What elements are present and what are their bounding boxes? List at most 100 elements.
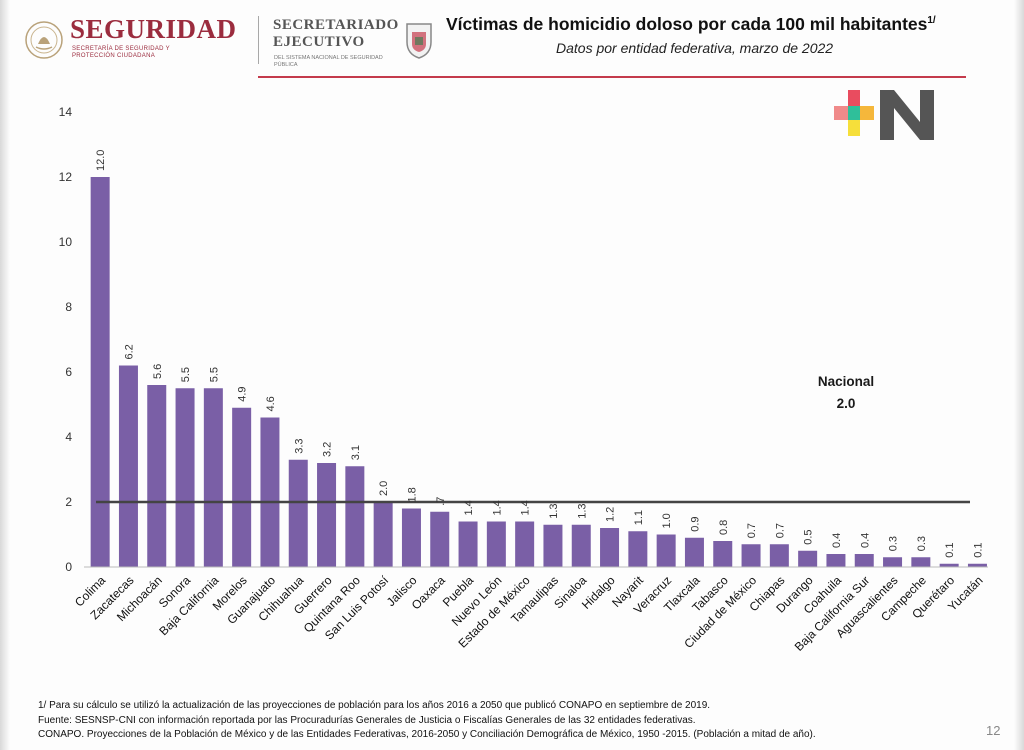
- news-logo-icon: [834, 90, 934, 140]
- y-tick-label: 6: [65, 365, 72, 379]
- bars: [84, 177, 988, 568]
- page-edge-shadow: [1014, 0, 1024, 750]
- footnote-source: Fuente: SESNSP-CNI con información repor…: [38, 715, 696, 726]
- bar-chart: 0 2 4 6 8 10 12 14 12.0 6.2 5.6 5.5 5.5 4.9 4.6 3.3 3.2…: [59, 105, 988, 654]
- data-label: 0.3: [916, 536, 928, 551]
- data-label: 4.9: [237, 386, 249, 401]
- bar: [911, 557, 931, 567]
- national-seal-icon: [25, 21, 63, 59]
- data-label: 1.0: [661, 513, 673, 528]
- bar: [515, 521, 535, 567]
- brand-secretariado-subtitle: DEL SISTEMA NACIONAL DE SEGURIDAD PÚBLIC…: [274, 55, 383, 68]
- data-label: 3.2: [322, 442, 334, 457]
- data-label: 2.0: [378, 481, 390, 496]
- brand-secretariado-line2: EJECUTIVO: [273, 34, 365, 50]
- chart-subtitle: Datos por entidad federativa, marzo de 2…: [556, 40, 834, 56]
- page-edge-shadow: [0, 0, 10, 750]
- chart-title: Víctimas de homicidio doloso por cada 10…: [446, 14, 936, 35]
- bar: [317, 463, 337, 567]
- value-labels: 12.0 6.2 5.6 5.5 5.5 4.9 4.6 3.3 3.2 3.1 2.0 1.8 .7 1…: [95, 150, 984, 558]
- header-rule: [258, 76, 966, 78]
- y-tick-label: 8: [65, 300, 72, 314]
- bar: [741, 544, 761, 567]
- data-label: 1.4: [491, 500, 503, 515]
- bar: [175, 388, 195, 567]
- bar: [90, 177, 110, 567]
- brand-seguridad: SEGURIDAD: [70, 14, 237, 44]
- bar: [203, 388, 223, 567]
- y-tick-label: 0: [65, 560, 72, 574]
- bar: [543, 524, 563, 567]
- data-label: 1.8: [406, 487, 418, 502]
- data-label: 0.4: [859, 533, 871, 548]
- bar: [854, 554, 874, 567]
- bar: [769, 544, 789, 567]
- national-value: 2.0: [836, 396, 856, 411]
- y-tick-label: 4: [65, 430, 72, 444]
- y-tick-label: 12: [59, 170, 73, 184]
- bar: [232, 407, 252, 567]
- chart-title-text: Víctimas de homicidio doloso por cada 10…: [446, 14, 928, 34]
- bar: [967, 563, 987, 567]
- footnote-1: 1/ Para su cálculo se utilizó la actuali…: [38, 700, 711, 711]
- bar: [147, 385, 167, 567]
- shield-icon: [406, 23, 432, 59]
- bar: [458, 521, 478, 567]
- bar: [486, 521, 506, 567]
- bar: [883, 557, 903, 567]
- footnote-conapo: CONAPO. Proyecciones de la Población de …: [38, 729, 816, 740]
- data-label: 1.4: [463, 500, 475, 515]
- bar: [684, 537, 704, 567]
- national-label: Nacional: [817, 374, 875, 389]
- title-footnote-mark: 1/: [927, 15, 936, 27]
- data-label: 1.2: [605, 507, 617, 522]
- data-label: 0.3: [888, 536, 900, 551]
- data-label: 3.3: [293, 438, 305, 453]
- bar: [373, 502, 393, 567]
- brand-secretariado: SECRETARIADO EJECUTIVO: [273, 17, 399, 51]
- data-label: 6.2: [123, 344, 135, 359]
- data-label: 5.5: [180, 367, 192, 382]
- bar: [939, 563, 959, 567]
- header-divider: [258, 16, 259, 64]
- bar: [288, 459, 308, 567]
- data-label: 0.5: [803, 529, 815, 544]
- bar: [345, 466, 365, 567]
- data-label: 0.1: [944, 542, 956, 557]
- y-axis: 0 2 4 6 8 10 12 14: [59, 105, 73, 574]
- data-label: 0.7: [746, 523, 758, 538]
- brand-secretariado-line1: SECRETARIADO: [273, 17, 399, 33]
- bar: [600, 528, 620, 567]
- national-average-callout: Nacional 2.0: [806, 371, 886, 415]
- data-label: 0.9: [689, 516, 701, 531]
- data-label: 1.4: [520, 500, 532, 515]
- data-label: 1.3: [548, 503, 560, 518]
- bar: [798, 550, 818, 567]
- bar: [430, 511, 450, 567]
- data-label: 1.3: [576, 503, 588, 518]
- y-tick-label: 10: [59, 235, 73, 249]
- data-label: 12.0: [95, 150, 107, 171]
- y-tick-label: 2: [65, 495, 72, 509]
- data-label: 5.5: [208, 367, 220, 382]
- bar: [571, 524, 591, 567]
- data-label: 3.1: [350, 445, 362, 460]
- data-label: 1.1: [633, 510, 645, 525]
- data-label: 0.1: [972, 542, 984, 557]
- bar: [826, 554, 846, 567]
- bar: [713, 541, 733, 567]
- bar: [260, 417, 280, 567]
- data-label: 0.7: [774, 523, 786, 538]
- data-label: 0.8: [718, 520, 730, 535]
- data-label: 5.6: [152, 364, 164, 379]
- data-label: .7: [435, 497, 447, 506]
- bar: [656, 534, 676, 567]
- bar: [401, 508, 421, 567]
- bar: [118, 365, 138, 567]
- bar: [628, 531, 648, 567]
- data-label: 0.4: [831, 533, 843, 548]
- brand-seguridad-subtitle: SECRETARÍA DE SEGURIDAD Y PROTECCIÓN CIU…: [72, 46, 170, 59]
- page-number: 12: [986, 723, 1001, 738]
